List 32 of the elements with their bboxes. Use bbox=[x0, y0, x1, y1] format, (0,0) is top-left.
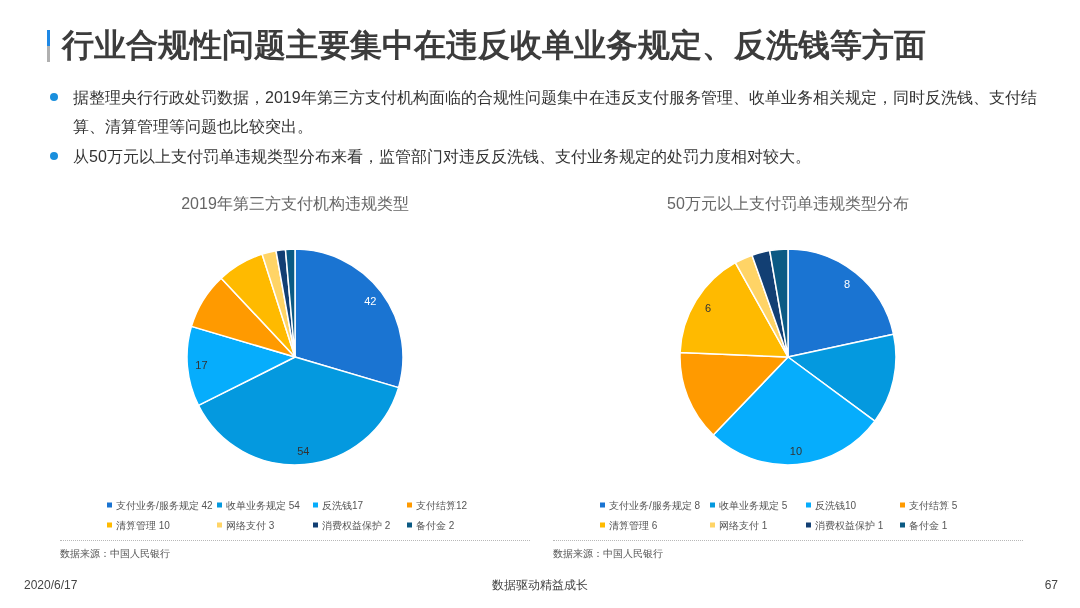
legend-label: 收单业务规定 5 bbox=[719, 499, 788, 511]
text: 行业合规性问题主要集中在违反收单业务规定、反洗钱等方面 bbox=[62, 27, 926, 63]
legend-label: 反洗钱10 bbox=[815, 499, 857, 511]
legend-label: 收单业务规定 54 bbox=[226, 499, 301, 511]
legend-label: 支付业务/服务规定 42 bbox=[116, 499, 214, 511]
text: 据整理央行行政处罚数据，2019年第三方支付机构面临的合规性问题集中在违反支付服务管理、收单业务相关规定，同时反洗钱、支付结算、清算管理等问题也比较突出。 bbox=[73, 89, 1037, 135]
legend-label: 清算管理 10 bbox=[116, 519, 171, 531]
data-label: 42 bbox=[364, 294, 377, 307]
legend-label: 消费权益保护 2 bbox=[322, 519, 391, 531]
data-label: 8 bbox=[843, 277, 851, 290]
text: 2020/6/17 bbox=[24, 577, 78, 594]
chart-title: 50万元以上支付罚单违规类型分布 bbox=[667, 194, 909, 212]
legend-label: 清算管理 6 bbox=[609, 519, 658, 531]
data-label: 54 bbox=[297, 444, 310, 457]
chart-title: 2019年第三方支付机构违规类型 bbox=[181, 194, 409, 212]
legend-label: 网络支付 3 bbox=[226, 519, 275, 531]
text: 数据驱动精益成长 bbox=[491, 577, 589, 594]
source-note: 数据来源：中国人民银行 bbox=[553, 547, 664, 561]
legend-label: 网络支付 1 bbox=[719, 519, 768, 531]
legend-label: 消费权益保护 1 bbox=[815, 519, 884, 531]
legend-label: 支付结算12 bbox=[416, 499, 468, 511]
legend-label: 支付业务/服务规定 8 bbox=[609, 499, 701, 511]
data-label: 6 bbox=[704, 301, 712, 314]
text: 从50万元以上支付罚单违规类型分布来看，监管部门对违反反洗钱、支付业务规定的处罚力度相对较大。 bbox=[73, 148, 811, 165]
legend-label: 支付结算 5 bbox=[909, 499, 958, 511]
legend-label: 反洗钱17 bbox=[322, 499, 364, 511]
text: 67 bbox=[1044, 577, 1058, 594]
legend-label: 备付金 2 bbox=[416, 519, 455, 531]
legend-label: 备付金 1 bbox=[909, 519, 948, 531]
source-note: 数据来源：中国人民银行 bbox=[60, 547, 171, 561]
data-label: 17 bbox=[195, 359, 208, 372]
data-label: 10 bbox=[789, 444, 803, 457]
